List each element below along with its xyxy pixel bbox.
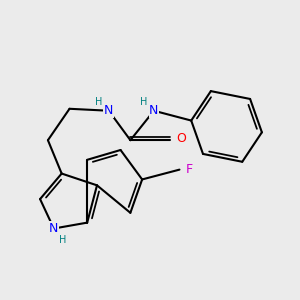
Text: O: O bbox=[177, 132, 187, 145]
Text: F: F bbox=[185, 163, 193, 176]
Text: N: N bbox=[104, 104, 113, 117]
Text: N: N bbox=[149, 104, 159, 117]
Text: H: H bbox=[140, 97, 148, 107]
Text: H: H bbox=[95, 97, 103, 107]
Text: H: H bbox=[59, 235, 66, 244]
Text: N: N bbox=[49, 222, 58, 235]
